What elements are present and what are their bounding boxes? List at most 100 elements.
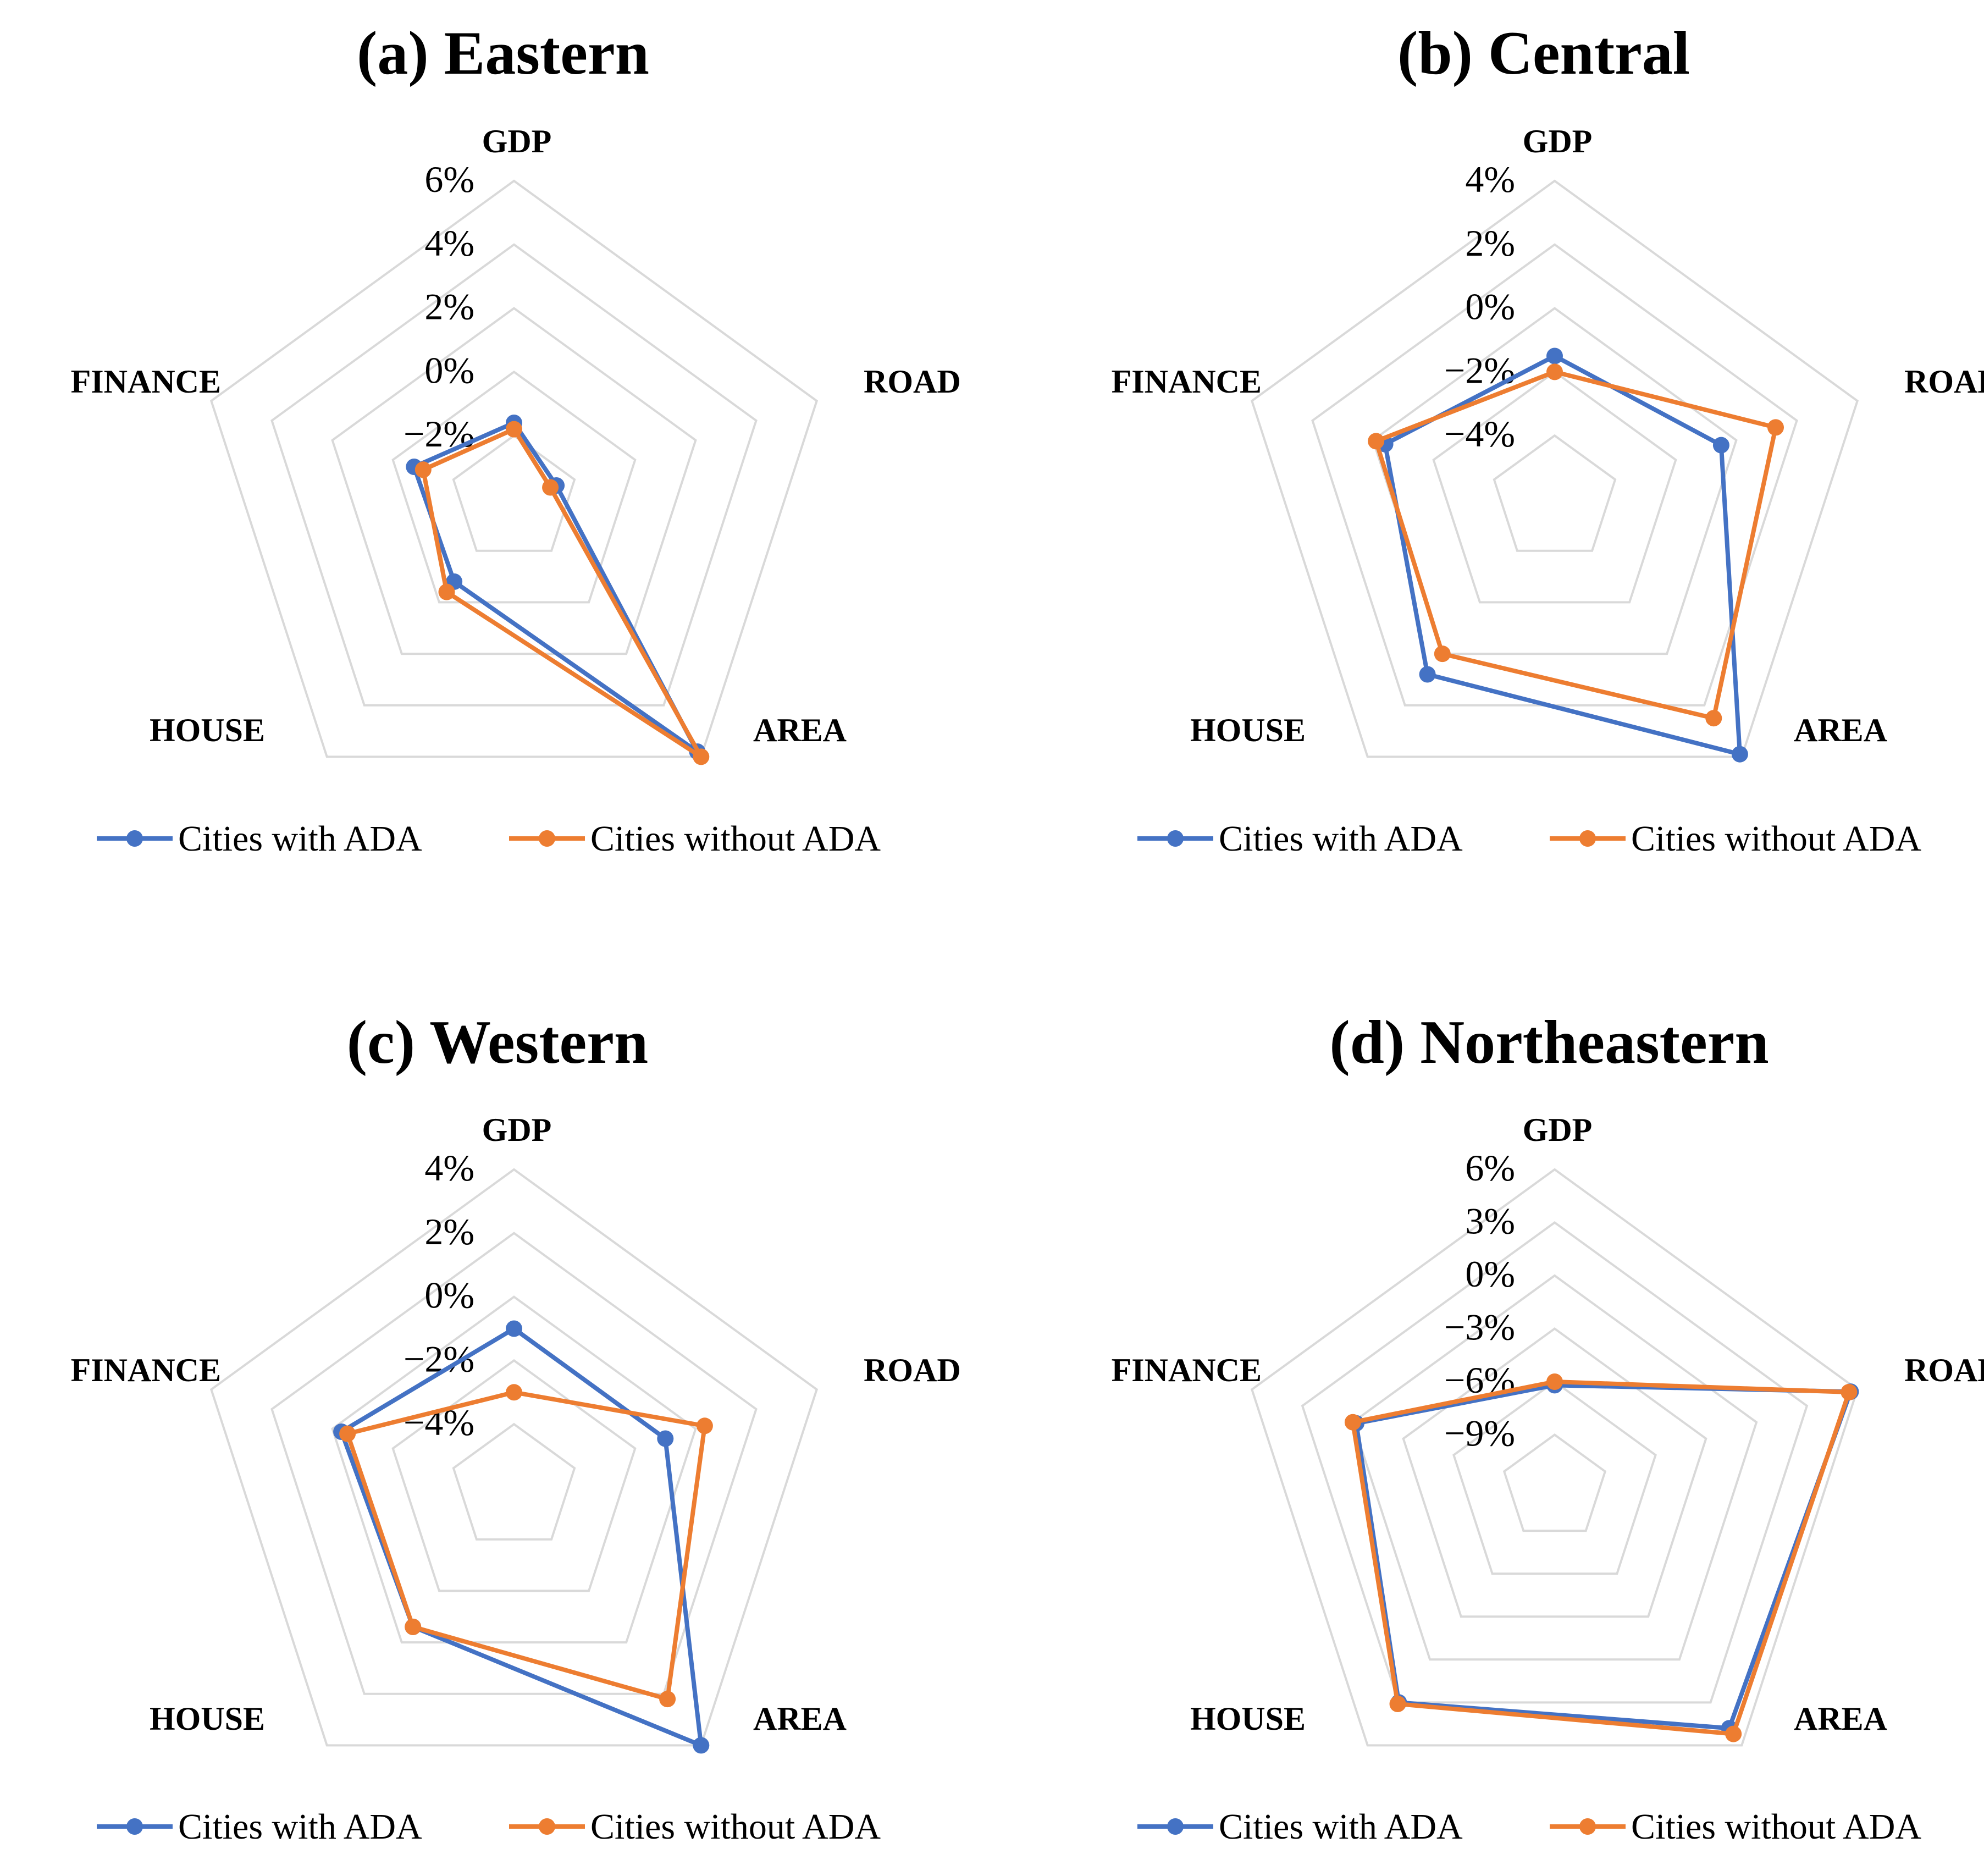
grid-ring (270, 1232, 758, 1695)
data-point-road (1712, 437, 1729, 454)
data-point-house (1434, 645, 1451, 663)
data-point-area (1725, 1725, 1742, 1742)
axis-label-road: ROAD (864, 1352, 961, 1388)
legend-item-without-ada: Cities without ADA (509, 1807, 881, 1847)
legend-item-without-ada: Cities without ADA (509, 819, 881, 859)
tick-label: −3% (1444, 1306, 1515, 1348)
legend-label: Cities without ADA (590, 1807, 881, 1847)
grid-ring (209, 1168, 819, 1747)
data-point-road (657, 1430, 674, 1447)
axis-label-finance: FINANCE (1112, 1352, 1262, 1388)
legend-label: Cities with ADA (178, 819, 422, 859)
legend-marker (1167, 830, 1184, 847)
data-point-area (1731, 746, 1748, 763)
tick-label: 2% (424, 1211, 474, 1252)
legend-marker (539, 1818, 555, 1835)
axis-label-gdp: GDP (482, 123, 552, 159)
tick-label: 3% (1465, 1200, 1515, 1242)
tick-label: −9% (1444, 1412, 1515, 1454)
grid-ring (1502, 1433, 1607, 1532)
data-point-gdp (506, 1320, 522, 1337)
data-point-finance (415, 461, 432, 478)
data-point-gdp (506, 421, 522, 438)
radar-panel: (c) Western4%2%0%−2%−4%GDPROADAREAHOUSEF… (71, 1008, 961, 1847)
tick-label: 2% (424, 286, 474, 328)
data-point-area (693, 1737, 710, 1754)
legend-marker (1167, 1818, 1184, 1835)
panel-title: (c) Western (347, 1008, 648, 1077)
series-line-with-ada (339, 1326, 704, 1748)
axis-label-area: AREA (1794, 712, 1887, 748)
tick-label: 0% (424, 1274, 474, 1316)
tick-label: −2% (404, 413, 474, 455)
axis-label-house: HOUSE (1190, 1701, 1306, 1737)
axis-label-house: HOUSE (150, 1701, 265, 1737)
axis-label-road: ROAD (1904, 1352, 1984, 1388)
axis-label-gdp: GDP (1523, 123, 1593, 159)
legend-label: Cities without ADA (1631, 1807, 1921, 1847)
radar-panel: (d) Northeastern6%3%0%−3%−6%−9%GDPROADAR… (1112, 1008, 1984, 1847)
grid-ring (452, 434, 576, 552)
grid-ring (1402, 1327, 1707, 1618)
axis-label-finance: FINANCE (71, 1352, 221, 1388)
legend-marker (126, 1818, 143, 1835)
grid-ring (1250, 1168, 1859, 1747)
grid-ring (1493, 434, 1617, 552)
series-line-without-ada (1374, 369, 1778, 721)
axis-label-road: ROAD (1904, 363, 1984, 400)
axis-label-finance: FINANCE (1112, 363, 1262, 400)
data-point-finance (339, 1425, 356, 1442)
data-point-house (1389, 1696, 1406, 1712)
legend-marker (539, 830, 555, 847)
data-point-house (405, 1618, 422, 1635)
data-point-finance (1368, 433, 1385, 450)
tick-label: 4% (424, 222, 474, 264)
legend-item-with-ada: Cities with ADA (1137, 819, 1463, 859)
data-point-road (1841, 1384, 1858, 1400)
legend-item-with-ada: Cities with ADA (1137, 1807, 1463, 1847)
axis-label-house: HOUSE (1190, 712, 1306, 748)
grid-ring (209, 179, 819, 758)
radar-panel: (a) Eastern 6% 4% 2% 0% −2% GDP ROAD AREA HOUSE FI… (71, 19, 961, 859)
series-line-with-ada (1383, 354, 1742, 757)
tick-label: 0% (1465, 1253, 1515, 1295)
legend-item-without-ada: Cities without ADA (1550, 819, 1921, 859)
grid-ring (1250, 179, 1859, 758)
legend-marker (1579, 1818, 1596, 1835)
legend-label: Cities with ADA (1219, 1807, 1463, 1847)
axis-label-gdp: GDP (1523, 1112, 1593, 1148)
series-line-with-ada (412, 421, 700, 754)
data-point-house (1419, 666, 1436, 683)
data-point-road (1767, 419, 1784, 436)
panel-title: (d) Northeastern (1329, 1008, 1769, 1077)
grid-ring (270, 243, 758, 707)
legend-label: Cities without ADA (1631, 819, 1921, 859)
legend-label: Cities with ADA (1219, 819, 1463, 859)
tick-label: −4% (1444, 413, 1515, 455)
tick-label: −2% (1444, 349, 1515, 391)
grid-ring (452, 1422, 576, 1541)
data-point-area (1705, 710, 1722, 727)
grid-ring (1351, 1274, 1758, 1661)
tick-label: 4% (424, 1147, 474, 1189)
series-line-without-ada (421, 427, 704, 759)
series-line-without-ada (345, 1390, 707, 1702)
data-point-gdp (1546, 347, 1563, 365)
data-point-area (659, 1691, 676, 1708)
axis-label-area: AREA (1794, 1701, 1887, 1737)
legend-label: Cities with ADA (178, 1807, 422, 1847)
legend-marker (1579, 830, 1596, 847)
legend-item-without-ada: Cities without ADA (1550, 1807, 1921, 1847)
tick-label: 4% (1465, 158, 1515, 200)
data-point-finance (1344, 1414, 1361, 1431)
tick-label: 2% (1465, 222, 1515, 264)
legend-label: Cities without ADA (590, 819, 881, 859)
axis-label-area: AREA (753, 1701, 847, 1737)
grid-ring (331, 1295, 697, 1644)
legend-item-with-ada: Cities with ADA (97, 819, 422, 859)
legend-item-with-ada: Cities with ADA (97, 1807, 422, 1847)
series-line-with-ada (1354, 1383, 1853, 1731)
grid-ring (331, 307, 697, 655)
axis-label-finance: FINANCE (71, 363, 221, 400)
panel-title: (a) Eastern (357, 19, 649, 87)
